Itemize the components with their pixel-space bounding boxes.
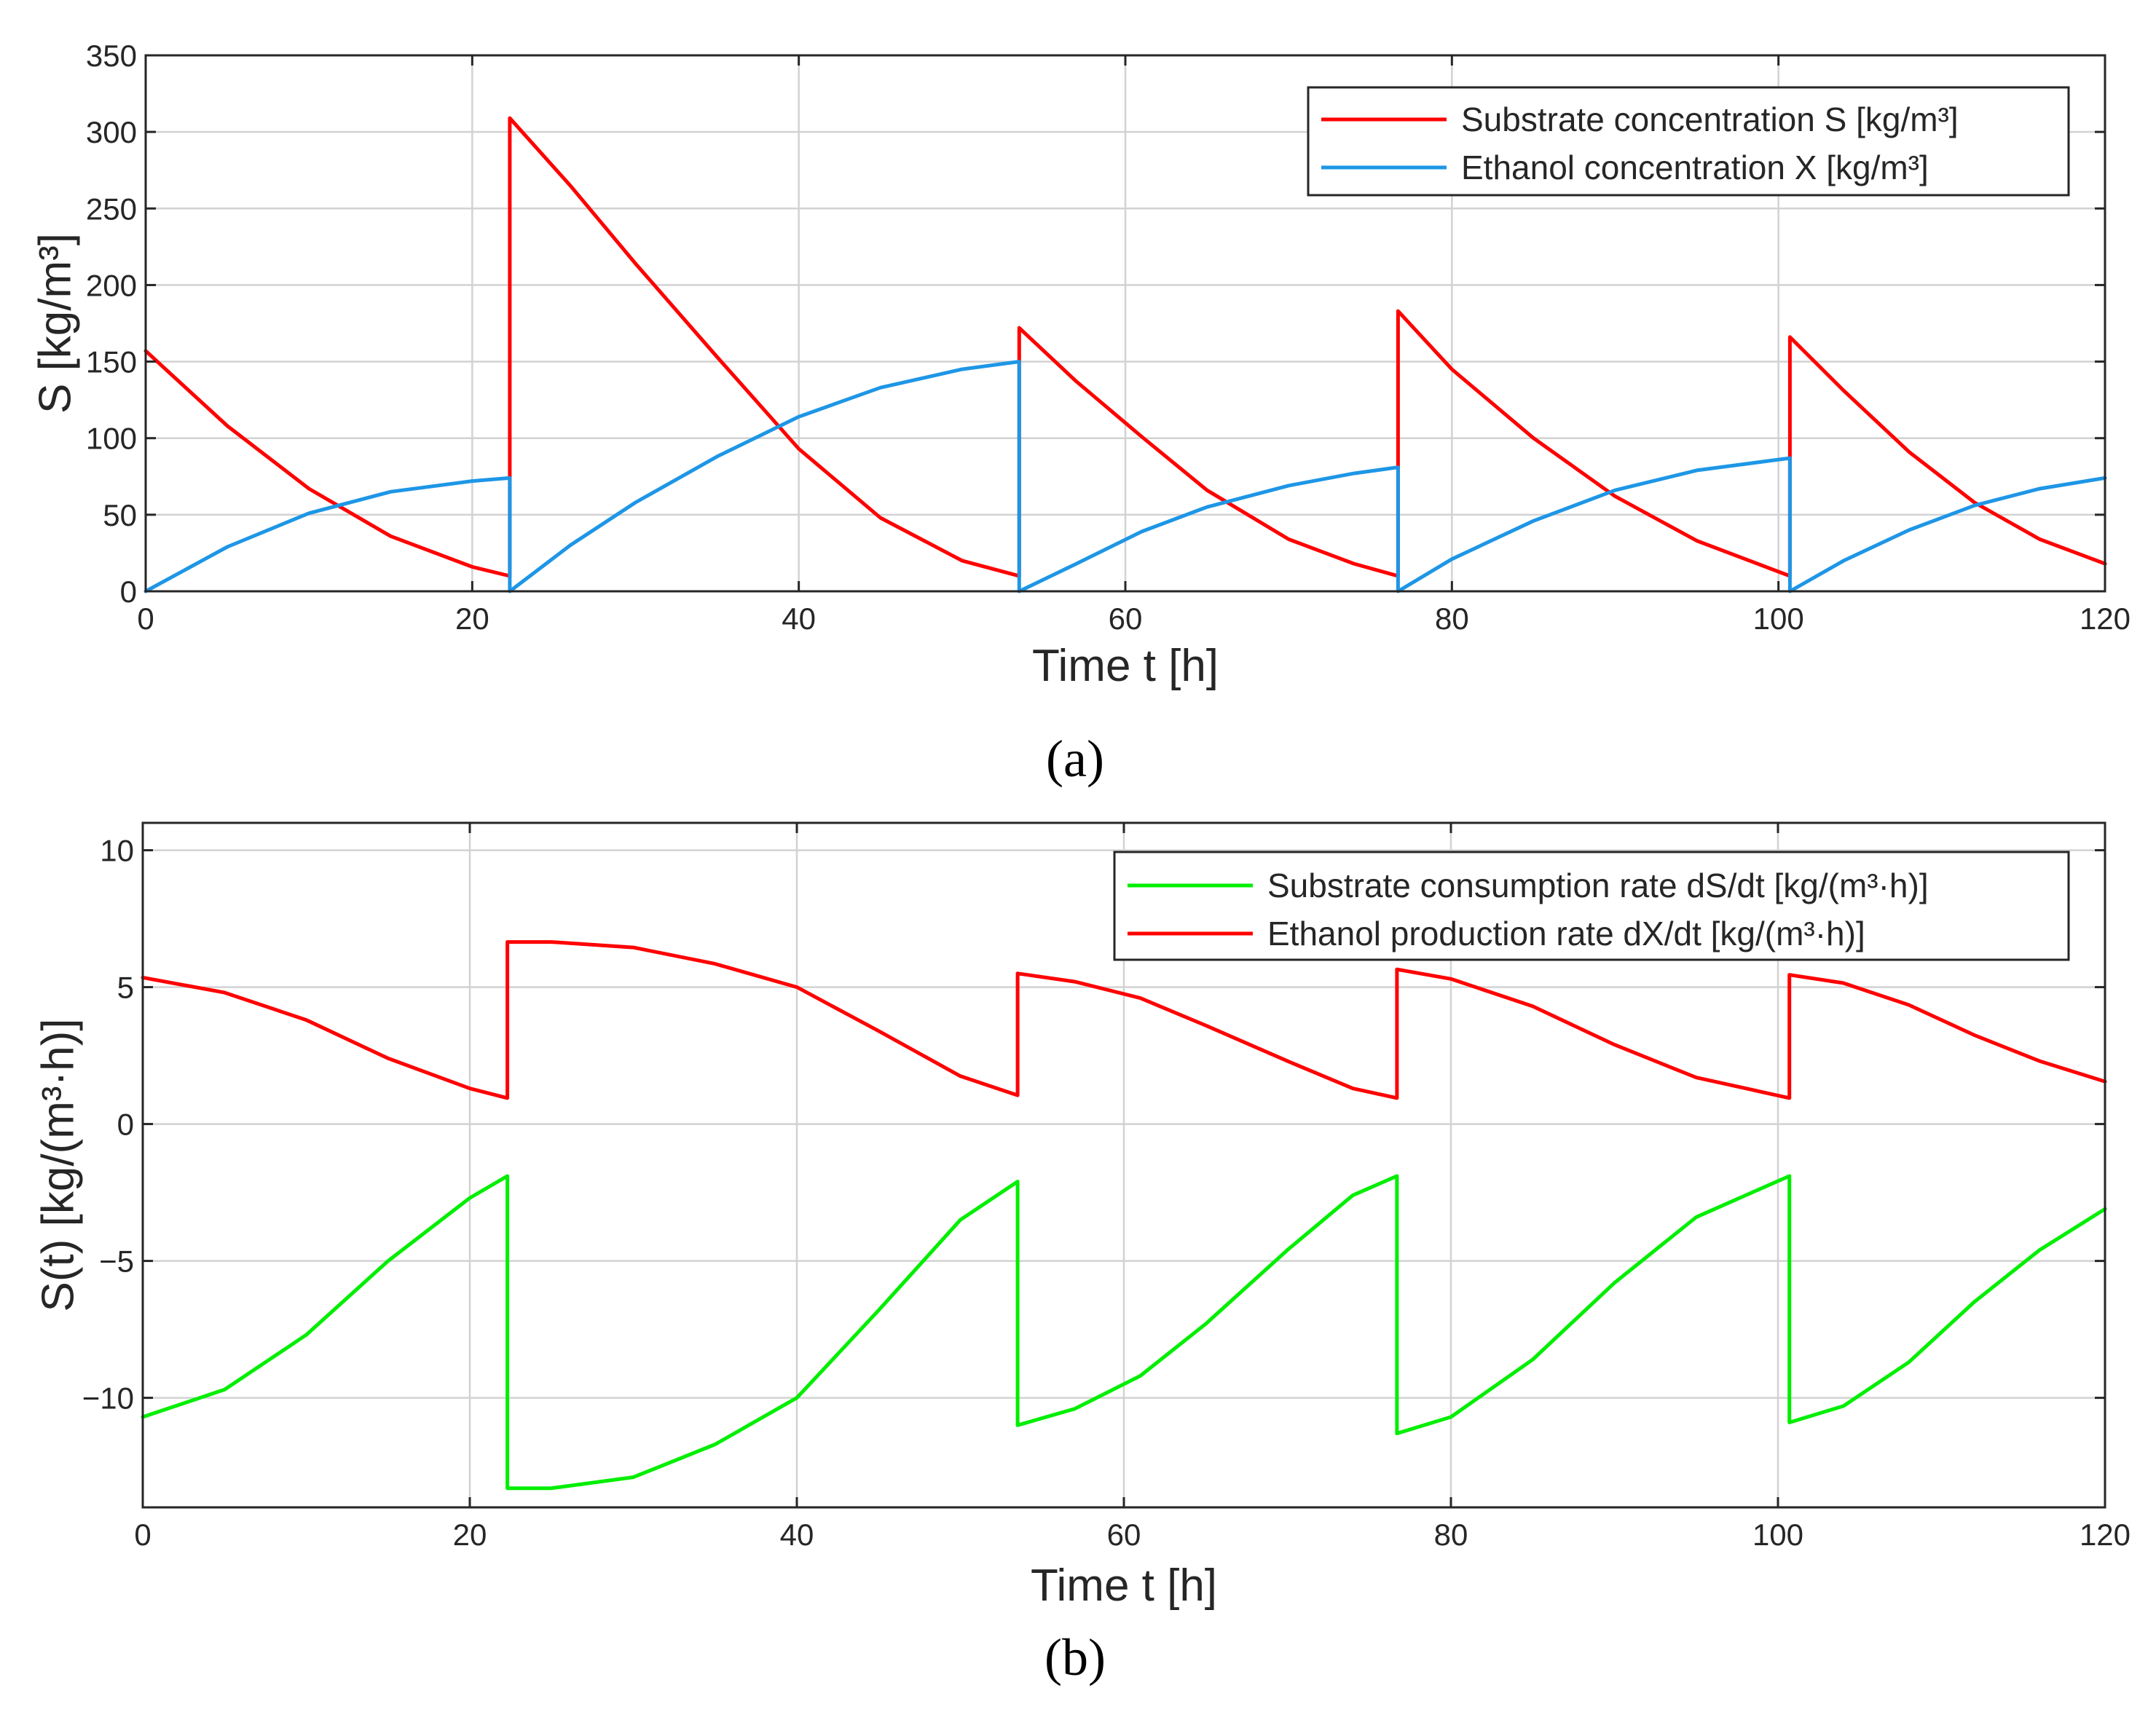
series-line-1 xyxy=(143,116,2107,578)
panel-b-grid xyxy=(143,823,2105,1507)
x-tick-label: 0 xyxy=(134,1518,151,1552)
legend-label-ethanol-production-rate: Ethanol production rate dX/dt [kg/(m³·h)… xyxy=(1267,915,1865,952)
legend-label-substrate-consumption-rate: Substrate consumption rate dS/dt [kg/(m³… xyxy=(1267,867,1929,904)
panel-a-y-axis-title: S [kg/m³] xyxy=(30,233,80,414)
panel-a-grid xyxy=(146,55,2105,591)
x-tick-label: 120 xyxy=(2080,1518,2131,1552)
y-tick-label: 10 xyxy=(100,834,134,868)
panel-a-ticks: 0 20 40 60 80 100 120 0 50 100 150 200 250 300 350 xyxy=(86,39,2131,636)
panel-a-x-axis-title: Time t [h] xyxy=(1032,641,1219,691)
y-tick-label: 5 xyxy=(117,971,134,1005)
x-tick-label: 120 xyxy=(2080,601,2131,636)
series-line-2 xyxy=(143,360,2107,593)
y-tick-label: −5 xyxy=(99,1244,134,1279)
y-tick-label: 150 xyxy=(86,345,137,379)
panel-b-caption: (b) xyxy=(1044,1628,1106,1686)
y-tick-label: 100 xyxy=(86,422,137,456)
panel-a-series xyxy=(143,116,2107,593)
panel-b-ticks: 0 20 40 60 80 100 120 −10 −5 0 5 10 xyxy=(82,823,2131,1552)
panel-b-x-axis-title: Time t [h] xyxy=(1031,1561,1217,1611)
panel-b-series xyxy=(141,940,2107,1491)
panel-a-legend: Substrate concentration S [kg/m³] Ethano… xyxy=(1307,86,2070,197)
x-tick-label: 60 xyxy=(1107,1518,1141,1552)
x-tick-label: 20 xyxy=(455,601,489,636)
x-tick-label: 100 xyxy=(1752,1518,1803,1552)
panel-b-chart: 0 20 40 60 80 100 120 −10 −5 0 5 10 Time t [h] S(t)… xyxy=(33,821,2131,1686)
y-tick-label: 50 xyxy=(103,498,137,532)
panel-a-legend-box xyxy=(1307,86,2070,197)
y-tick-label: 0 xyxy=(120,575,137,609)
x-tick-label: 20 xyxy=(453,1518,487,1552)
panel-a-chart: 0 20 40 60 80 100 120 0 50 100 150 200 250 300 350 Tim… xyxy=(30,39,2131,788)
y-tick-label: 200 xyxy=(86,268,137,302)
panel-b-legend: Substrate consumption rate dS/dt [kg/(m³… xyxy=(1113,851,2070,961)
panel-a-caption: (a) xyxy=(1046,730,1104,788)
y-tick-label: 300 xyxy=(86,115,137,149)
x-tick-label: 40 xyxy=(782,601,816,636)
x-tick-label: 40 xyxy=(780,1518,814,1552)
x-tick-label: 80 xyxy=(1434,1518,1468,1552)
series-line-1 xyxy=(141,1174,2107,1491)
legend-label-ethanol-concentration: Ethanol concentration X [kg/m³] xyxy=(1461,149,1929,186)
x-tick-label: 100 xyxy=(1753,601,1804,636)
y-tick-label: 250 xyxy=(86,192,137,226)
y-tick-label: −10 xyxy=(82,1381,134,1416)
x-tick-label: 60 xyxy=(1109,601,1143,636)
legend-label-substrate-concentration: Substrate concentration S [kg/m³] xyxy=(1461,100,1959,138)
panel-b-legend-box xyxy=(1113,851,2070,961)
panel-b-y-axis-title: S(t) [kg/(m³·h)] xyxy=(33,1019,83,1312)
y-tick-label: 350 xyxy=(86,39,137,73)
series-line-2 xyxy=(141,940,2107,1100)
y-tick-label: 0 xyxy=(117,1108,134,1142)
x-tick-label: 0 xyxy=(137,601,154,636)
x-tick-label: 80 xyxy=(1435,601,1469,636)
